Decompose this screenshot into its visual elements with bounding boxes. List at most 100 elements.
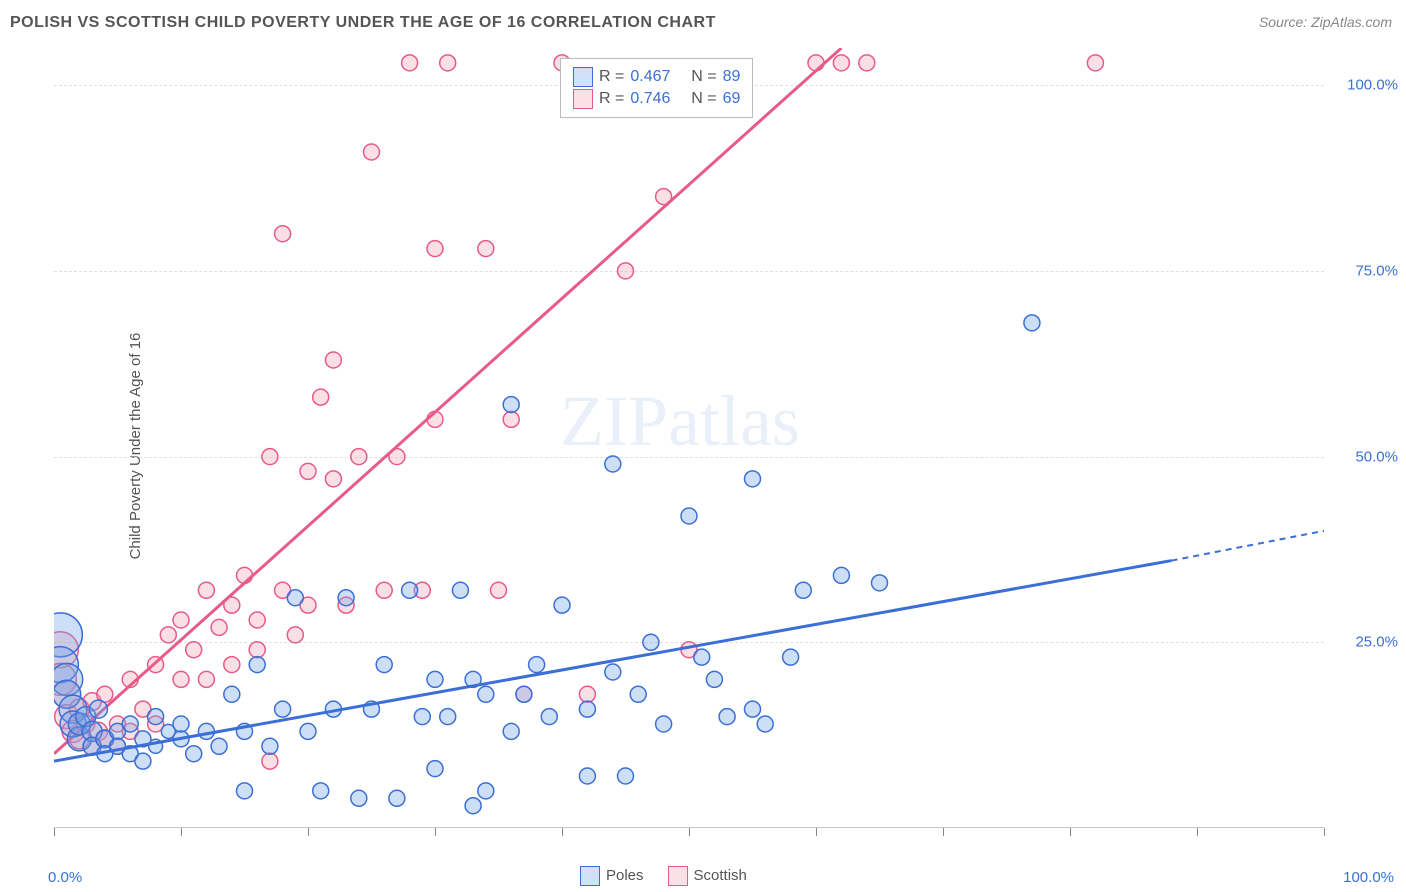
- point-poles: [313, 783, 329, 799]
- point-poles: [579, 768, 595, 784]
- point-poles: [465, 798, 481, 814]
- source-label: Source: ZipAtlas.com: [1259, 14, 1392, 30]
- point-scottish: [579, 686, 595, 702]
- point-scottish: [198, 671, 214, 687]
- point-poles: [186, 746, 202, 762]
- point-scottish: [186, 642, 202, 658]
- point-poles: [630, 686, 646, 702]
- point-poles: [351, 790, 367, 806]
- point-poles: [427, 761, 443, 777]
- point-scottish: [313, 389, 329, 405]
- point-poles: [478, 686, 494, 702]
- y-tick-label: 75.0%: [1355, 262, 1398, 279]
- point-poles: [300, 723, 316, 739]
- point-scottish: [808, 55, 824, 71]
- legend-swatch: [573, 89, 593, 109]
- point-scottish: [173, 612, 189, 628]
- point-poles: [275, 701, 291, 717]
- chart-svg: [54, 48, 1324, 828]
- point-poles: [872, 575, 888, 591]
- point-scottish: [503, 411, 519, 427]
- y-tick-label: 25.0%: [1355, 634, 1398, 651]
- point-scottish: [224, 657, 240, 673]
- point-poles: [173, 716, 189, 732]
- point-poles: [833, 567, 849, 583]
- point-poles: [376, 657, 392, 673]
- legend-row-poles: R = 0.467 N = 89: [573, 67, 740, 87]
- point-scottish: [491, 582, 507, 598]
- y-tick-label: 50.0%: [1355, 448, 1398, 465]
- point-poles: [541, 709, 557, 725]
- point-poles: [427, 671, 443, 687]
- point-scottish: [1087, 55, 1103, 71]
- trendline-poles: [54, 561, 1172, 762]
- point-scottish: [325, 471, 341, 487]
- point-poles: [795, 582, 811, 598]
- point-poles: [503, 723, 519, 739]
- point-poles: [745, 701, 761, 717]
- point-poles: [135, 753, 151, 769]
- point-scottish: [427, 241, 443, 257]
- point-scottish: [859, 55, 875, 71]
- point-scottish: [262, 753, 278, 769]
- point-poles: [452, 582, 468, 598]
- point-scottish: [618, 263, 634, 279]
- series-legend-item-scottish: Scottish: [668, 866, 747, 886]
- point-scottish: [440, 55, 456, 71]
- point-scottish: [402, 55, 418, 71]
- point-scottish: [275, 226, 291, 242]
- point-scottish: [249, 612, 265, 628]
- point-scottish: [833, 55, 849, 71]
- point-poles: [503, 397, 519, 413]
- point-scottish: [287, 627, 303, 643]
- point-poles: [516, 686, 532, 702]
- point-poles: [478, 783, 494, 799]
- point-poles: [529, 657, 545, 673]
- point-poles: [249, 657, 265, 673]
- trendline-scottish: [54, 48, 841, 754]
- point-poles: [211, 738, 227, 754]
- plot-area: [54, 48, 1324, 828]
- series-legend-item-poles: Poles: [580, 866, 644, 886]
- y-tick-label: 100.0%: [1347, 77, 1398, 94]
- point-poles: [618, 768, 634, 784]
- point-poles: [402, 582, 418, 598]
- point-poles: [783, 649, 799, 665]
- point-poles: [579, 701, 595, 717]
- point-scottish: [376, 582, 392, 598]
- point-poles: [440, 709, 456, 725]
- point-poles: [262, 738, 278, 754]
- point-poles: [745, 471, 761, 487]
- point-poles: [237, 783, 253, 799]
- point-scottish: [211, 619, 227, 635]
- point-scottish: [364, 144, 380, 160]
- point-scottish: [351, 449, 367, 465]
- point-poles: [338, 590, 354, 606]
- point-poles: [148, 709, 164, 725]
- point-poles: [224, 686, 240, 702]
- point-scottish: [198, 582, 214, 598]
- point-poles: [694, 649, 710, 665]
- point-scottish: [325, 352, 341, 368]
- point-poles: [122, 716, 138, 732]
- x-tick-label: 100.0%: [1343, 869, 1394, 886]
- point-scottish: [262, 449, 278, 465]
- series-legend: Poles Scottish: [580, 866, 747, 886]
- legend-swatch: [573, 67, 593, 87]
- point-poles: [1024, 315, 1040, 331]
- point-scottish: [173, 671, 189, 687]
- chart-title: POLISH VS SCOTTISH CHILD POVERTY UNDER T…: [10, 14, 716, 32]
- point-poles: [719, 709, 735, 725]
- correlation-legend: R = 0.467 N = 89R = 0.746 N = 69: [560, 58, 753, 118]
- x-tick-label: 0.0%: [48, 869, 82, 886]
- point-poles: [643, 634, 659, 650]
- point-poles: [89, 700, 107, 718]
- point-poles: [681, 508, 697, 524]
- point-poles: [287, 590, 303, 606]
- point-poles: [757, 716, 773, 732]
- legend-row-scottish: R = 0.746 N = 69: [573, 89, 740, 109]
- point-scottish: [160, 627, 176, 643]
- point-poles: [656, 716, 672, 732]
- point-poles: [414, 709, 430, 725]
- point-scottish: [249, 642, 265, 658]
